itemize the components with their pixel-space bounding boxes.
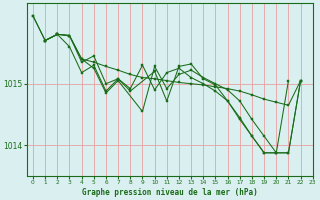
X-axis label: Graphe pression niveau de la mer (hPa): Graphe pression niveau de la mer (hPa) (82, 188, 258, 197)
